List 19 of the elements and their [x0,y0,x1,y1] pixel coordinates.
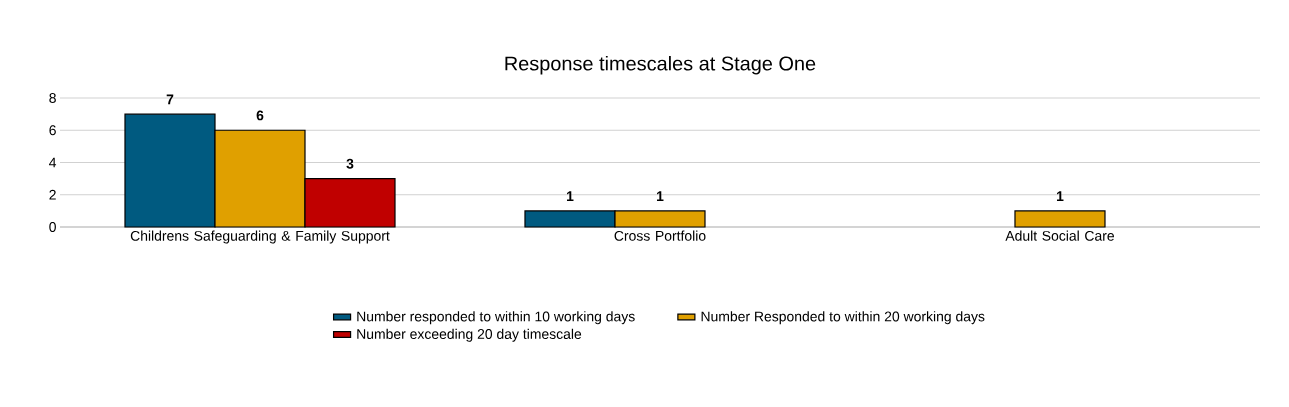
legend-label: Number exceeding 20 day timescale [357,328,582,342]
x-tick-label: Cross Portfolio [614,230,706,241]
legend-label: Number Responded to within 20 working days [701,311,985,325]
y-tick-label: 4 [49,157,57,168]
bar [1014,210,1106,228]
y-tick-label: 8 [49,93,56,103]
data-label: 3 [346,158,354,169]
data-label: 1 [1056,191,1064,201]
data-label: 1 [566,191,574,201]
legend-label: Number responded to within 10 working days [357,311,635,325]
y-tick-label: 6 [49,125,56,136]
chart-title: Response timescales at Stage One [505,55,816,75]
x-tick-label: Childrens Safeguarding & Family Support [130,230,390,244]
x-tick-label: Adult Social Care [1005,230,1114,241]
data-label: 7 [166,94,174,105]
data-label: 1 [656,191,664,201]
y-tick-label: 2 [49,189,56,200]
y-tick-label: 0 [49,222,56,232]
data-label: 6 [256,110,264,121]
